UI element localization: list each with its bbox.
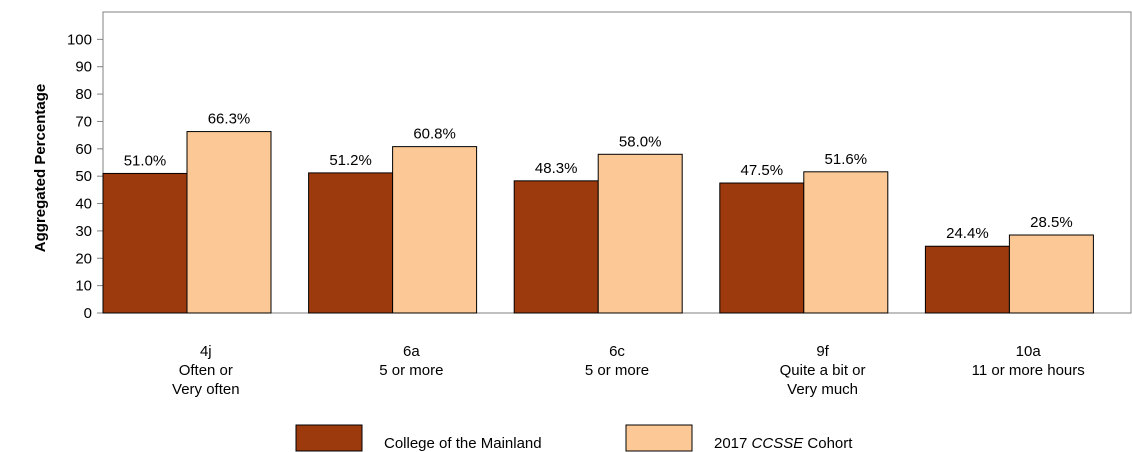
y-axis: 0 10 20 30 40 50 60 70 80 90 100 <box>67 31 103 322</box>
data-label: 24.4% <box>946 225 989 242</box>
y-tick-label: 90 <box>75 59 92 76</box>
bar-college <box>308 172 394 314</box>
x-tick-label: 6c <box>609 343 625 360</box>
x-tick-label: 9f <box>816 343 829 360</box>
bars <box>102 131 1094 314</box>
data-label: 51.6% <box>825 151 868 168</box>
x-tick-label: Very much <box>787 381 858 398</box>
bar-college <box>513 180 599 314</box>
y-tick-label: 40 <box>75 196 92 213</box>
x-tick-label: 6a <box>403 343 420 360</box>
x-tick-label: 5 or more <box>379 362 443 379</box>
y-tick-label: 70 <box>75 113 92 130</box>
bar-cohort <box>392 146 478 314</box>
y-axis-title: Aggregated Percentage <box>32 84 49 252</box>
data-labels: 51.0% 66.3% 51.2% 60.8% 48.3% 58.0% 47.5% 51.6%… <box>124 111 1073 243</box>
legend-label-cohort: 2017 CCSSE Cohort <box>714 435 853 452</box>
y-tick-label: 20 <box>75 250 92 267</box>
bar-cohort <box>597 153 683 314</box>
data-label: 60.8% <box>413 126 456 143</box>
bar-cohort <box>1008 234 1094 314</box>
data-label: 66.3% <box>208 111 251 128</box>
bar-cohort <box>186 131 272 314</box>
bar-college <box>102 172 188 314</box>
legend: College of the Mainland 2017 CCSSE Cohor… <box>295 424 853 452</box>
y-tick-label: 0 <box>84 305 92 322</box>
x-tick-label: 11 or more hours <box>972 362 1085 379</box>
bar-college <box>719 182 805 314</box>
x-tick-label: 10a <box>1016 343 1042 360</box>
y-tick-label: 50 <box>75 168 92 185</box>
x-tick-label: 5 or more <box>585 362 649 379</box>
data-label: 58.0% <box>619 133 662 150</box>
data-label: 48.3% <box>535 160 578 177</box>
bar-college <box>924 245 1010 314</box>
y-tick-label: 10 <box>75 278 92 295</box>
legend-label-college: College of the Mainland <box>384 435 542 452</box>
x-tick-label: Very often <box>172 381 240 398</box>
x-tick-label: Quite a bit or <box>780 362 866 379</box>
x-tick-label: Often or <box>179 362 233 379</box>
legend-swatch-college <box>295 424 363 452</box>
y-tick-label: 30 <box>75 223 92 240</box>
data-label: 28.5% <box>1030 214 1073 231</box>
data-label: 47.5% <box>741 162 784 179</box>
y-tick-label: 60 <box>75 141 92 158</box>
y-tick-label: 100 <box>67 31 92 48</box>
data-label: 51.2% <box>329 152 372 169</box>
legend-swatch-cohort <box>625 424 693 452</box>
x-axis-labels: 4j Often or Very often 6a 5 or more 6c 5 or mo… <box>172 343 1085 398</box>
data-label: 51.0% <box>124 152 167 169</box>
y-tick-label: 80 <box>75 86 92 103</box>
bar-cohort <box>803 171 889 314</box>
x-tick-label: 4j <box>200 343 212 360</box>
